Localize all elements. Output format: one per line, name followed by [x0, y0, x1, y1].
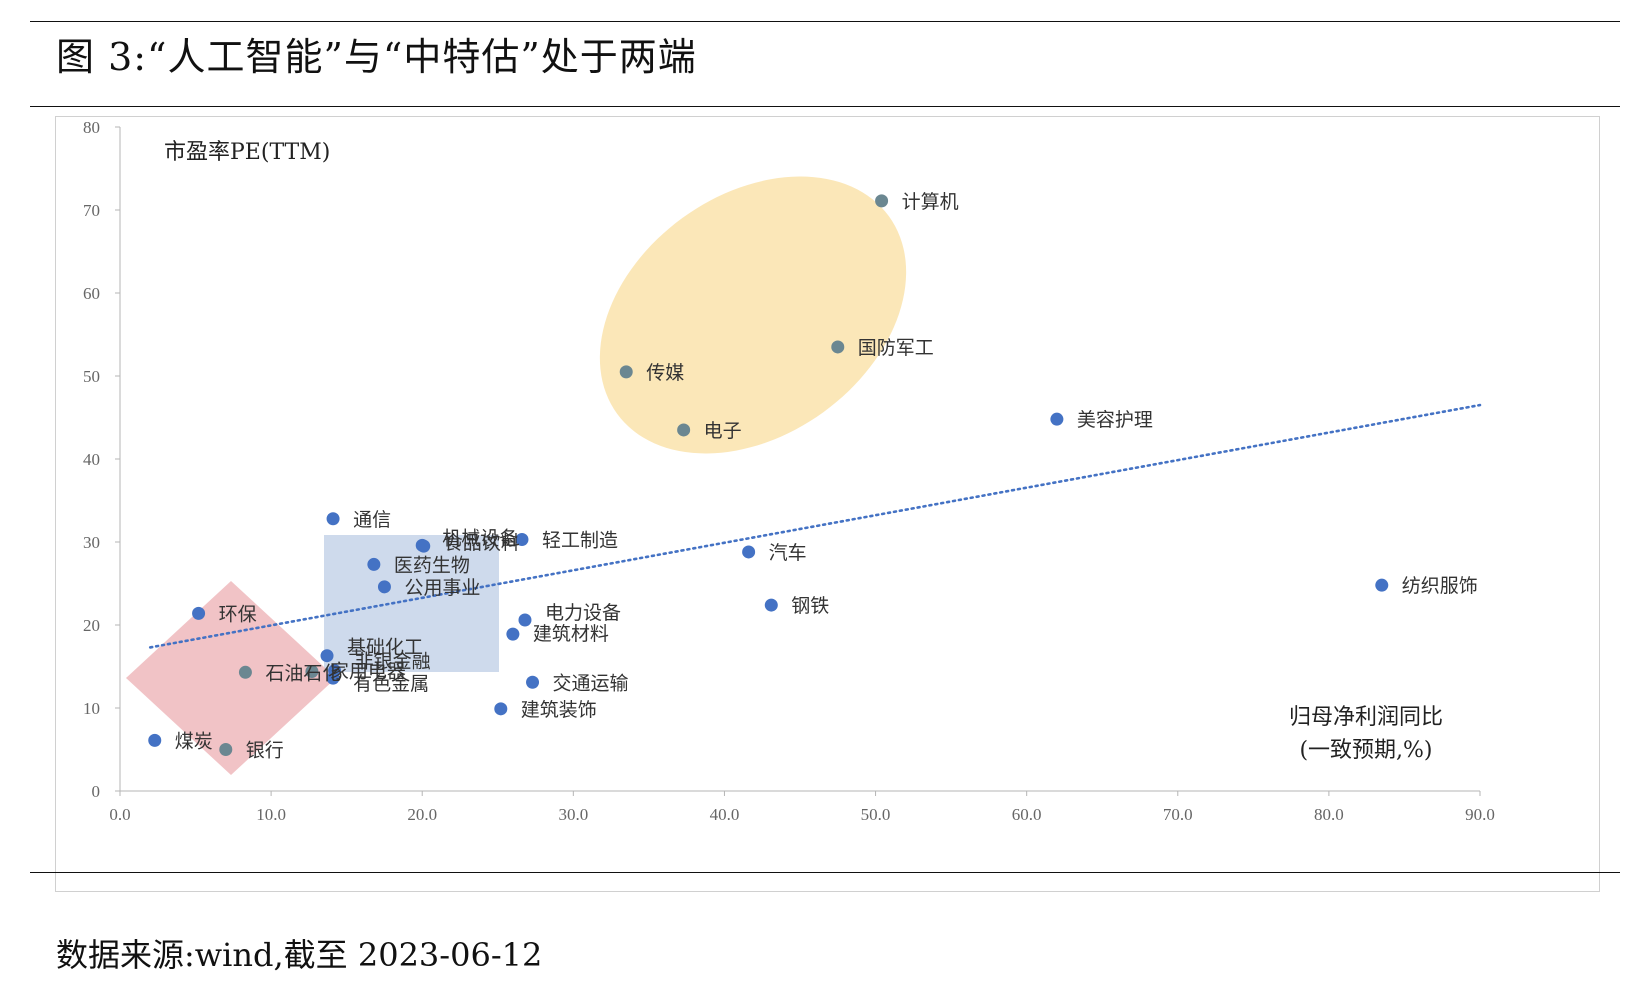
data-point	[494, 702, 508, 716]
data-point	[875, 194, 889, 208]
x-tick-label: 80.0	[1314, 805, 1344, 824]
point-label: 国防军工	[858, 337, 934, 359]
source-top-rule	[30, 872, 1620, 873]
y-tick-label: 50	[83, 367, 100, 386]
x-tick-label: 50.0	[861, 805, 891, 824]
data-points	[148, 194, 1389, 756]
point-label: 钢铁	[791, 595, 829, 617]
y-tick-label: 80	[83, 118, 100, 137]
y-tick-label: 30	[83, 533, 100, 552]
x-tick-label: 0.0	[109, 805, 130, 824]
x-tick-label: 60.0	[1012, 805, 1042, 824]
data-point	[526, 675, 540, 689]
point-label: 家用电器	[330, 660, 406, 682]
figure-source: 数据来源:wind,截至 2023-06-12	[56, 936, 543, 974]
point-label: 机械设备	[442, 527, 518, 549]
data-point	[1050, 412, 1064, 426]
point-label: 银行	[246, 740, 284, 762]
x-axis-label-line1: 归母净利润同比	[1289, 705, 1443, 730]
point-label: 传媒	[646, 362, 684, 384]
point-label: 煤炭	[175, 730, 213, 752]
point-label: 医药生物	[394, 554, 470, 576]
data-point	[742, 545, 756, 559]
data-point	[377, 580, 391, 594]
data-point	[831, 340, 845, 354]
point-label: 轻工制造	[542, 530, 618, 552]
x-tick-label: 90.0	[1465, 805, 1495, 824]
y-axis-ticks: 0 10 20 30 40 50 60 70 80	[83, 118, 120, 801]
data-point	[506, 627, 520, 641]
point-label: 食品饮料	[444, 532, 520, 554]
point-label: 建筑装饰	[521, 699, 597, 721]
point-label: 交通运输	[553, 672, 629, 694]
x-axis-label-line2: (一致预期,%)	[1299, 738, 1432, 763]
data-point	[326, 512, 340, 526]
chart-frame: 0.0 10.0 20.0 30.0 40.0 50.0 60.0 70.0 80.0 90.0 …	[55, 116, 1600, 892]
point-label: 基础化工	[347, 637, 423, 659]
y-tick-label: 0	[92, 782, 101, 801]
figure-title: 图 3:“人工智能”与“中特估”处于两端	[56, 35, 697, 79]
data-point	[417, 539, 431, 553]
title-underline-rule	[30, 106, 1620, 107]
data-point	[320, 649, 334, 663]
point-label: 计算机	[902, 191, 959, 213]
point-label: 非银金融	[355, 651, 431, 673]
point-label: 纺织服饰	[1402, 575, 1478, 597]
point-label: 公用事业	[404, 577, 480, 599]
ai-group-highlight-ellipse	[599, 176, 907, 454]
y-tick-label: 60	[83, 284, 100, 303]
cn-valuation-group-highlight-diamond	[126, 581, 336, 775]
x-tick-label: 40.0	[710, 805, 740, 824]
data-point	[238, 665, 252, 679]
mid-group-highlight-rect	[324, 535, 499, 672]
x-axis-ticks: 0.0 10.0 20.0 30.0 40.0 50.0 60.0 70.0 80.0 90.0	[109, 791, 1495, 824]
point-label: 通信	[353, 509, 391, 531]
x-tick-label: 20.0	[407, 805, 437, 824]
point-label: 美容护理	[1077, 409, 1153, 431]
data-point	[219, 743, 233, 756]
data-point	[677, 423, 691, 437]
data-point	[148, 733, 162, 747]
y-axis-label: 市盈率PE(TTM)	[164, 140, 330, 165]
point-label: 环保	[219, 603, 257, 625]
data-point	[367, 557, 381, 571]
y-tick-label: 70	[83, 201, 100, 220]
y-tick-label: 40	[83, 450, 100, 469]
trendline	[148, 403, 1482, 649]
data-point	[326, 671, 340, 685]
x-tick-label: 10.0	[256, 805, 286, 824]
point-label: 建筑材料	[533, 623, 609, 645]
point-label: 电子	[704, 420, 742, 442]
point-label: 汽车	[769, 542, 807, 564]
scatter-chart: 0.0 10.0 20.0 30.0 40.0 50.0 60.0 70.0 80.0 90.0 …	[83, 118, 1495, 824]
x-tick-label: 30.0	[558, 805, 588, 824]
y-tick-label: 20	[83, 616, 100, 635]
top-rule	[30, 21, 1620, 22]
data-point	[764, 598, 778, 612]
data-point	[515, 533, 529, 547]
point-label: 有色金属	[353, 673, 429, 695]
data-point	[192, 606, 206, 620]
data-point	[619, 365, 633, 379]
data-point	[305, 664, 319, 678]
data-point	[518, 613, 532, 627]
y-tick-label: 10	[83, 699, 100, 718]
data-point	[1375, 578, 1389, 592]
point-label: 石油石化	[265, 662, 341, 684]
x-tick-label: 70.0	[1163, 805, 1193, 824]
highlight-shapes	[126, 176, 907, 775]
point-label: 电力设备	[545, 602, 621, 624]
